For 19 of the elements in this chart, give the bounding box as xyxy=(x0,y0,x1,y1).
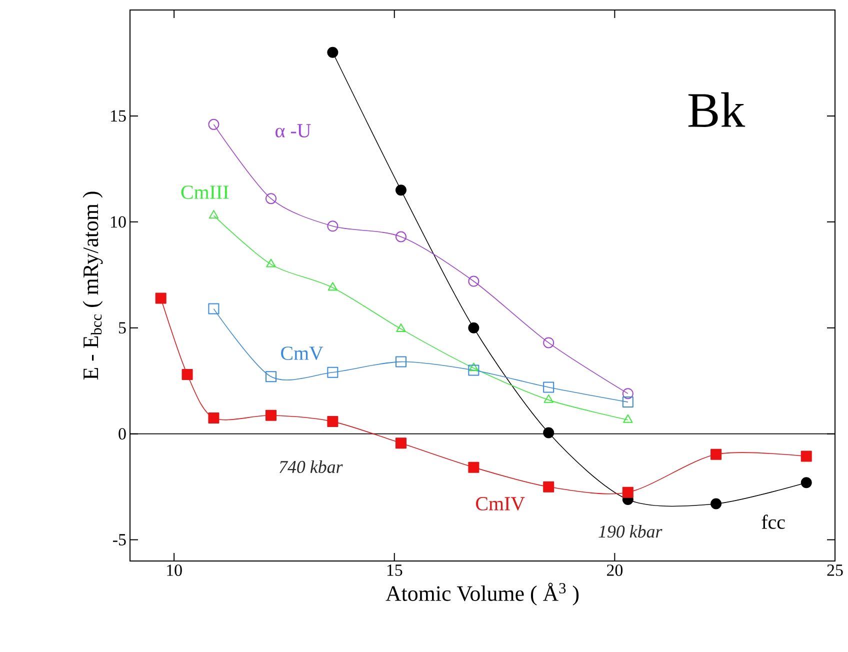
x-tick-label: 10 xyxy=(167,564,182,576)
y-tick-label: 15 xyxy=(111,110,126,122)
y-tick-label: 5 xyxy=(118,322,126,334)
annotation: 190 kbar xyxy=(598,525,662,538)
x-tick-label: 20 xyxy=(606,564,623,576)
x-tick-label: 15 xyxy=(387,564,402,576)
text: Bk xyxy=(688,92,746,127)
series-label: fcc xyxy=(762,514,785,529)
y-tick-label: -5 xyxy=(113,534,126,546)
series-label: CmIII xyxy=(181,186,229,199)
text: α -U xyxy=(276,124,311,138)
y-tick-label: 10 xyxy=(111,216,126,228)
x-axis-title: Atomic Volume ( Å$^{3}$ ) xyxy=(386,582,579,606)
y-axis-title: E - E$_{bcc}$ ( mRy/atom ) xyxy=(82,192,103,380)
y-tick-label: 0 xyxy=(118,428,126,440)
x-tick-label: 25 xyxy=(827,564,843,576)
series-label: CmIV xyxy=(476,497,525,511)
series-label: CmV xyxy=(281,346,324,360)
annotation: 740 kbar xyxy=(280,460,343,474)
